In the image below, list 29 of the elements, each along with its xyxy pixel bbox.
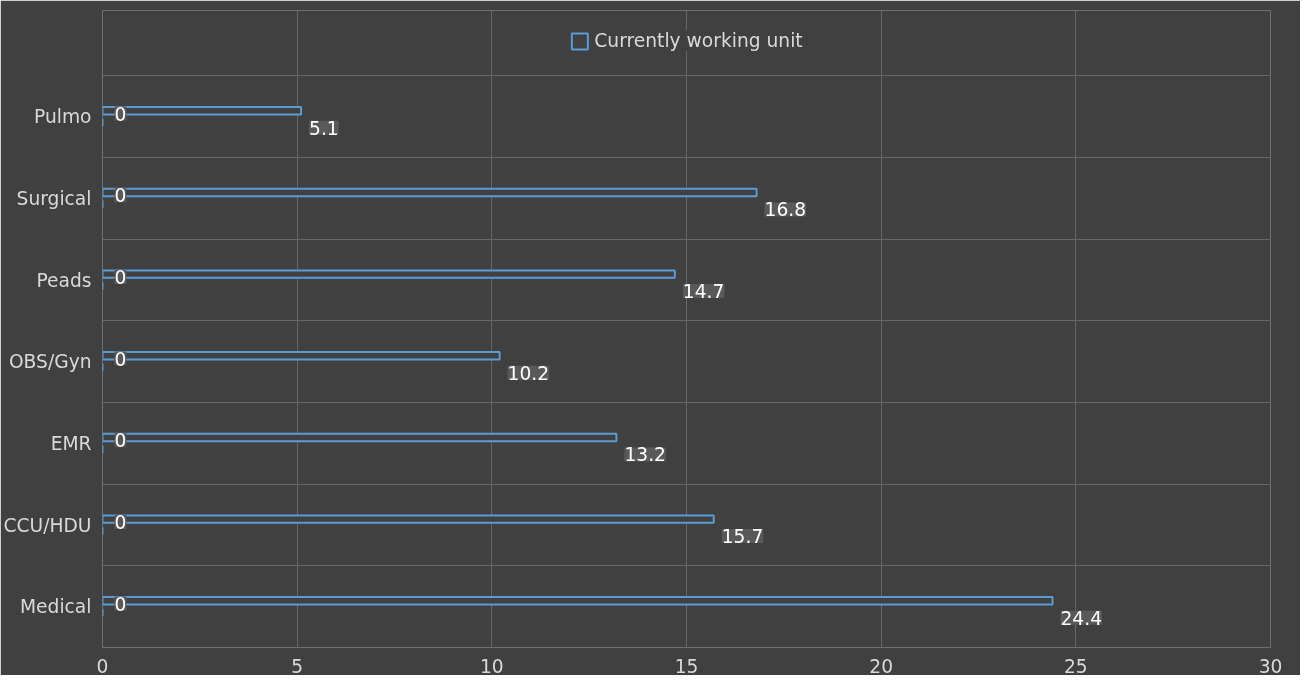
x-tick-label: 30	[1258, 655, 1283, 677]
data-label: 16.8	[764, 199, 807, 221]
data-label: 14.7	[682, 281, 725, 303]
x-tick-label: 20	[869, 655, 894, 677]
data-label: 0	[114, 430, 127, 452]
legend-label: Currently working unit	[594, 30, 803, 51]
data-label: 0	[114, 103, 127, 125]
data-label: 0	[114, 266, 127, 288]
data-label: 0	[114, 511, 127, 533]
y-tick-label: Surgical	[16, 187, 92, 209]
data-label: 24.4	[1060, 607, 1103, 629]
data-label: 0	[114, 348, 127, 370]
y-tick-label: Peads	[36, 269, 92, 291]
y-tick-label: Pulmo	[33, 106, 92, 128]
y-tick-label: Medical	[20, 596, 92, 618]
data-label: 13.2	[624, 444, 666, 466]
data-label: 0	[114, 185, 127, 207]
data-label: 0	[114, 593, 127, 615]
x-tick-label: 10	[479, 655, 504, 677]
data-label: 15.7	[721, 526, 764, 548]
data-label: 5.1	[309, 117, 339, 139]
y-tick-label: CCU/HDU	[3, 514, 92, 536]
data-label: 10.2	[507, 362, 550, 384]
y-tick-label: EMR	[50, 432, 92, 454]
x-tick-label: 25	[1063, 655, 1088, 677]
x-tick-label: 0	[96, 655, 109, 677]
y-tick-label: OBS/Gyn	[8, 351, 92, 373]
x-tick-label: 5	[291, 655, 304, 677]
x-tick-label: 15	[674, 655, 699, 677]
